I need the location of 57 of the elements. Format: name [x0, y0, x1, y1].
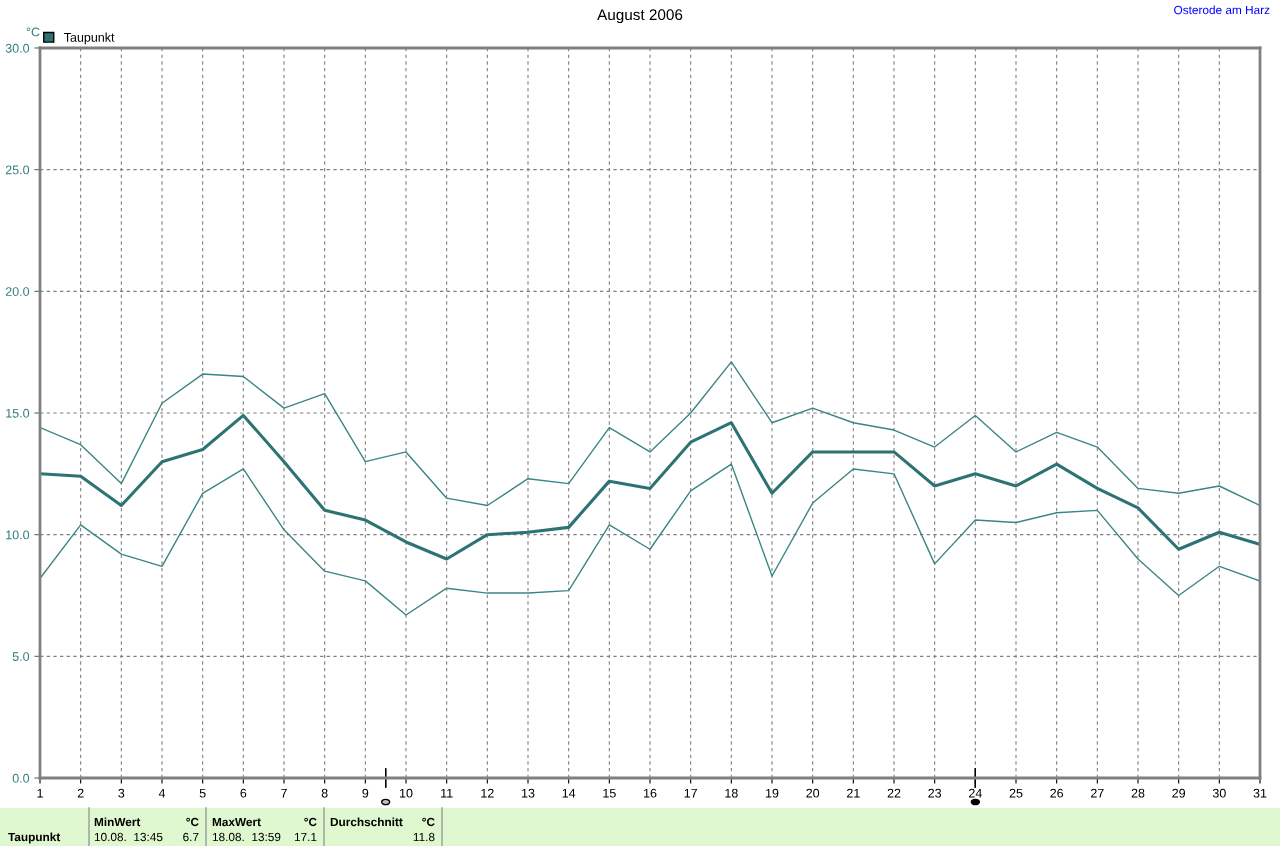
- text: 6.7: [183, 832, 199, 842]
- x-tick-label: 14: [562, 788, 576, 798]
- y-tick-label: 20.0: [5, 287, 30, 296]
- x-tick-label: 21: [847, 788, 860, 798]
- x-tick-label: 3: [118, 788, 125, 798]
- y-tick-label: 0.0: [12, 773, 30, 783]
- x-tick-label: 5: [199, 788, 206, 798]
- x-tick-label: 25: [1009, 788, 1023, 798]
- y-tick-label: 15.0: [6, 408, 30, 418]
- text: 18.08. 13:59: [212, 832, 281, 842]
- x-tick-label: 2: [77, 788, 84, 798]
- x-tick-label: 1: [37, 788, 43, 798]
- y-axis-title: °C: [26, 27, 40, 37]
- text: Durchschnitt: [330, 817, 403, 827]
- x-tick-label: 24: [969, 788, 982, 798]
- y-tick-label: 5.0: [12, 652, 30, 661]
- x-tick-label: 13: [522, 788, 535, 798]
- x-tick-label: 29: [1172, 788, 1186, 798]
- text: Taupunkt: [8, 832, 61, 844]
- text: °C: [422, 817, 435, 827]
- x-tick-label: 4: [158, 788, 166, 798]
- y-tick-label: 25.0: [5, 165, 30, 175]
- text: MaxWert: [212, 817, 261, 827]
- x-tick-label: 6: [240, 788, 247, 798]
- text: Osterode am Harz: [1174, 5, 1270, 15]
- text: °C: [186, 817, 199, 827]
- x-tick-label: 26: [1050, 788, 1064, 798]
- x-tick-label: 27: [1091, 788, 1104, 798]
- legend-label: Taupunkt: [64, 32, 115, 45]
- text: 11.8: [413, 832, 435, 842]
- x-tick-label: 28: [1131, 788, 1145, 798]
- text: 17.1: [294, 832, 317, 842]
- chart-title: August 2006: [597, 9, 683, 24]
- y-tick-label: 10.0: [6, 530, 30, 540]
- text: °C: [304, 817, 317, 827]
- x-tick-label: 11: [441, 788, 453, 798]
- text: 10.08. 13:45: [94, 832, 163, 842]
- x-tick-label: 20: [806, 788, 820, 798]
- x-tick-label: 30: [1212, 788, 1226, 798]
- x-tick-label: 7: [281, 788, 287, 798]
- y-tick-label: 30.0: [5, 43, 30, 53]
- x-tick-label: 17: [684, 788, 697, 798]
- line-series: [40, 463, 1260, 616]
- x-tick-label: 8: [321, 788, 328, 798]
- x-tick-label: 22: [887, 788, 901, 798]
- text: MinWert: [94, 817, 141, 827]
- x-tick-label: 19: [766, 788, 779, 798]
- line-series: [40, 361, 1260, 507]
- x-tick-label: 15: [603, 788, 616, 798]
- x-tick-label: 31: [1253, 788, 1267, 798]
- x-tick-label: 10: [400, 788, 413, 798]
- x-tick-label: 23: [928, 788, 942, 798]
- line-series: [40, 413, 1260, 561]
- x-tick-label: 9: [362, 788, 369, 798]
- x-tick-label: 18: [725, 788, 738, 798]
- x-tick-label: 12: [481, 788, 494, 798]
- x-tick-label: 16: [644, 788, 657, 798]
